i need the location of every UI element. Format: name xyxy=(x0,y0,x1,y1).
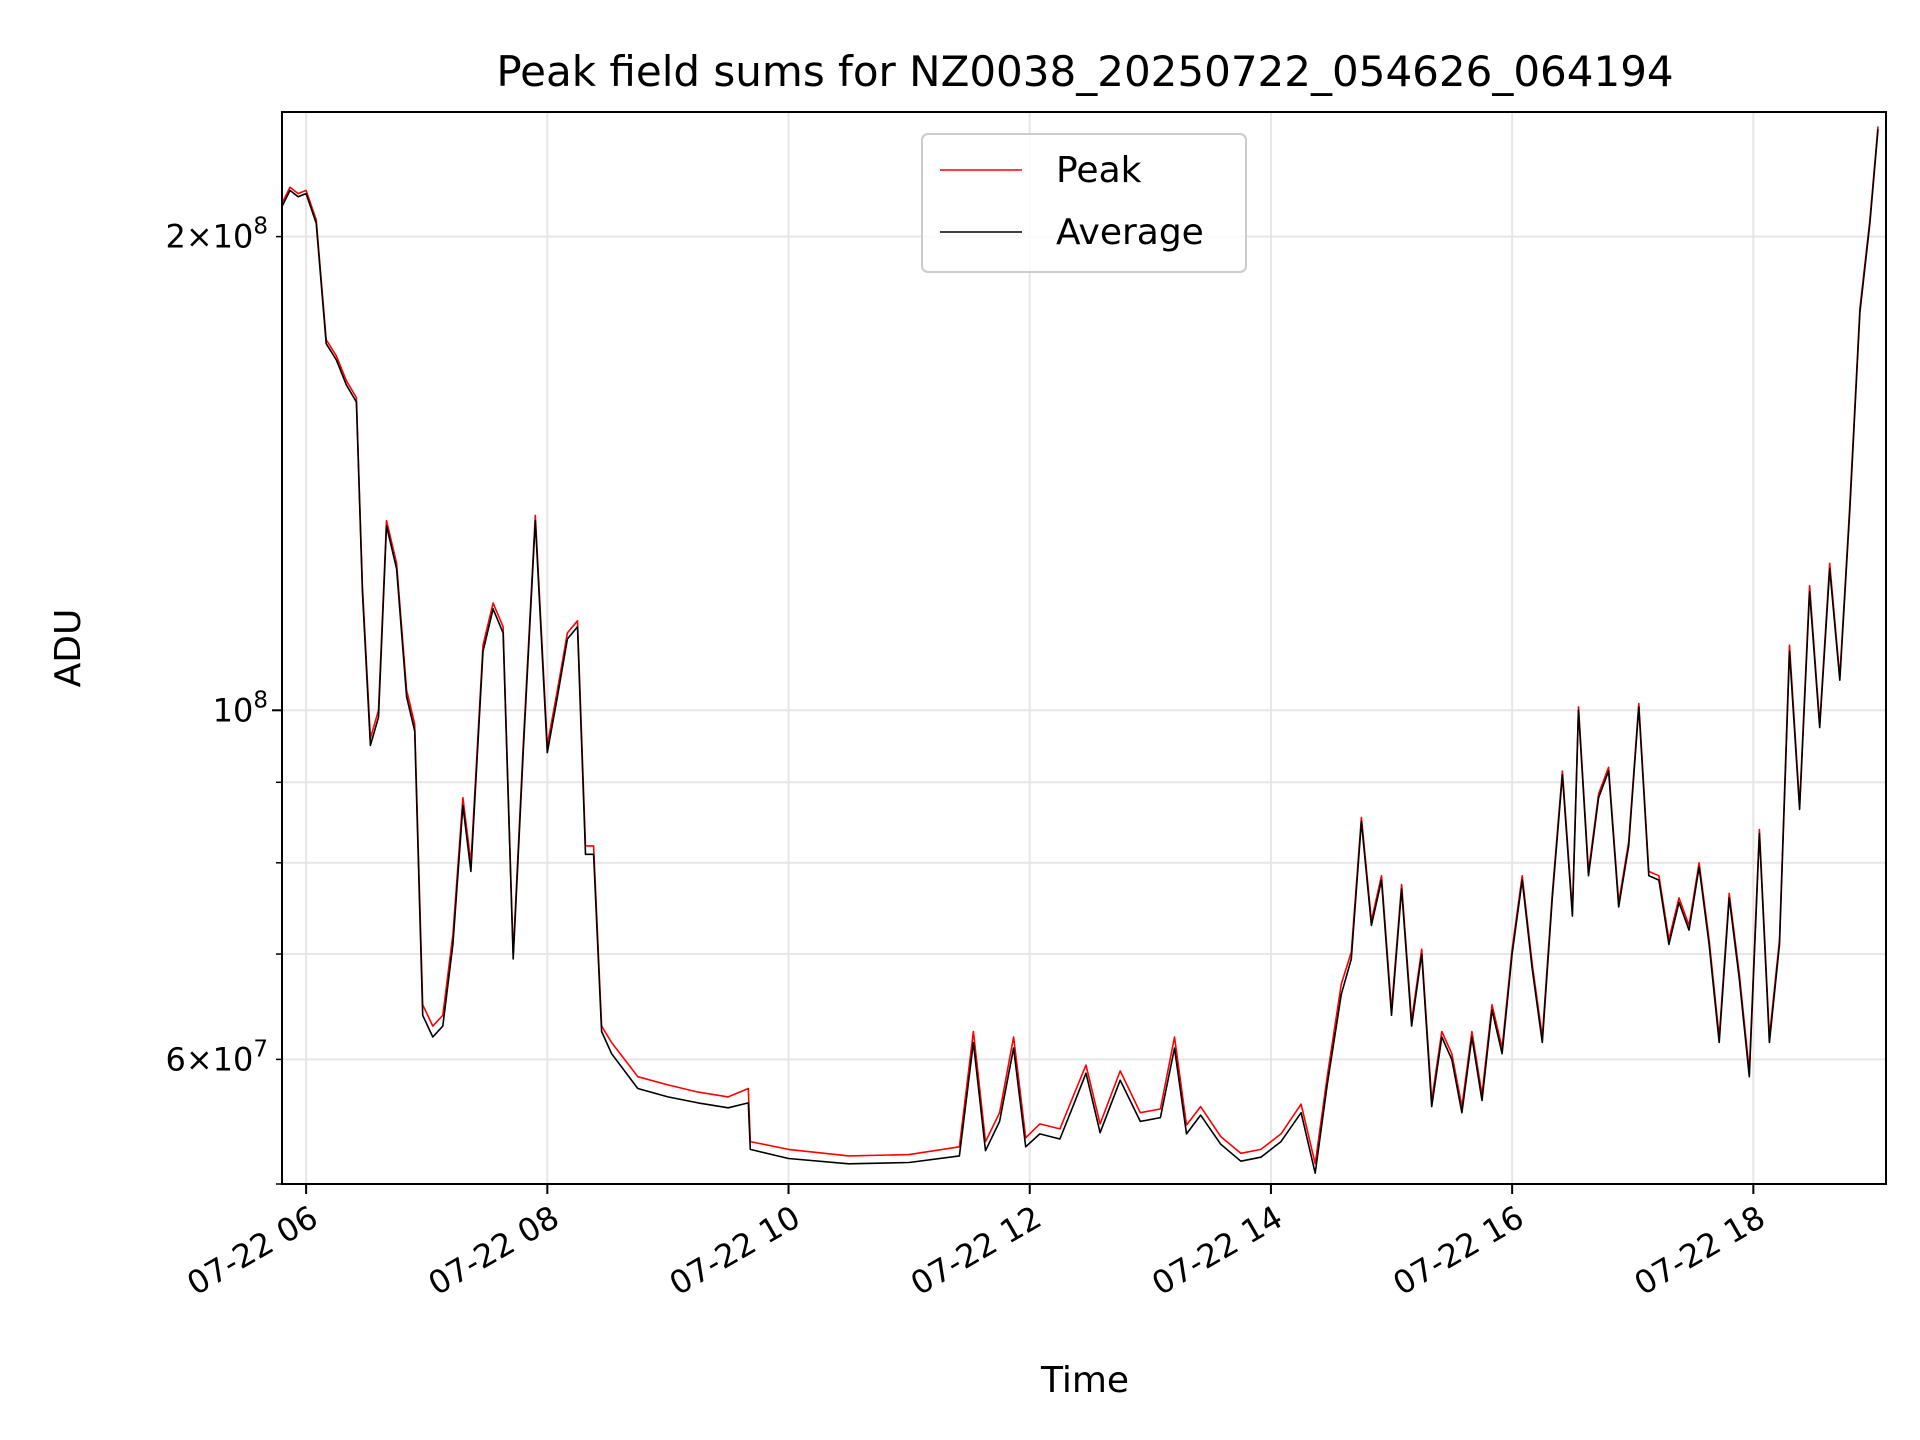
legend-label-average: Average xyxy=(1056,212,1204,253)
chart-title: Peak field sums for NZ0038_20250722_0546… xyxy=(496,47,1673,96)
y-tick-base: 10 xyxy=(213,691,254,729)
y-tick-mantissa: 2 xyxy=(165,218,185,256)
y-tick-base: 10 xyxy=(213,1040,254,1078)
y-tick-exponent: 8 xyxy=(253,687,268,713)
y-tick-times-sign: × xyxy=(186,218,213,256)
series-lines xyxy=(282,126,1879,1174)
series-line-average xyxy=(282,129,1879,1174)
series-line-peak xyxy=(282,126,1879,1165)
legend-box xyxy=(921,133,1247,273)
y-tick-mantissa: 6 xyxy=(165,1040,185,1078)
y-tick-exponent: 7 xyxy=(253,1036,268,1062)
y-tick-label: 2×108 xyxy=(165,214,268,256)
y-axis-label: ADU xyxy=(48,609,89,688)
legend: Peak Average xyxy=(921,133,1247,273)
plot-frame xyxy=(281,111,1887,1185)
y-tick-label: 6×107 xyxy=(165,1036,268,1078)
legend-label-peak: Peak xyxy=(1056,150,1142,191)
y-tick-times-sign: × xyxy=(186,1040,213,1078)
x-axis-label: Time xyxy=(1040,1360,1129,1401)
y-tick-label: 108 xyxy=(213,687,268,729)
y-tick-base: 10 xyxy=(213,218,254,256)
y-tick-exponent: 8 xyxy=(253,214,268,240)
